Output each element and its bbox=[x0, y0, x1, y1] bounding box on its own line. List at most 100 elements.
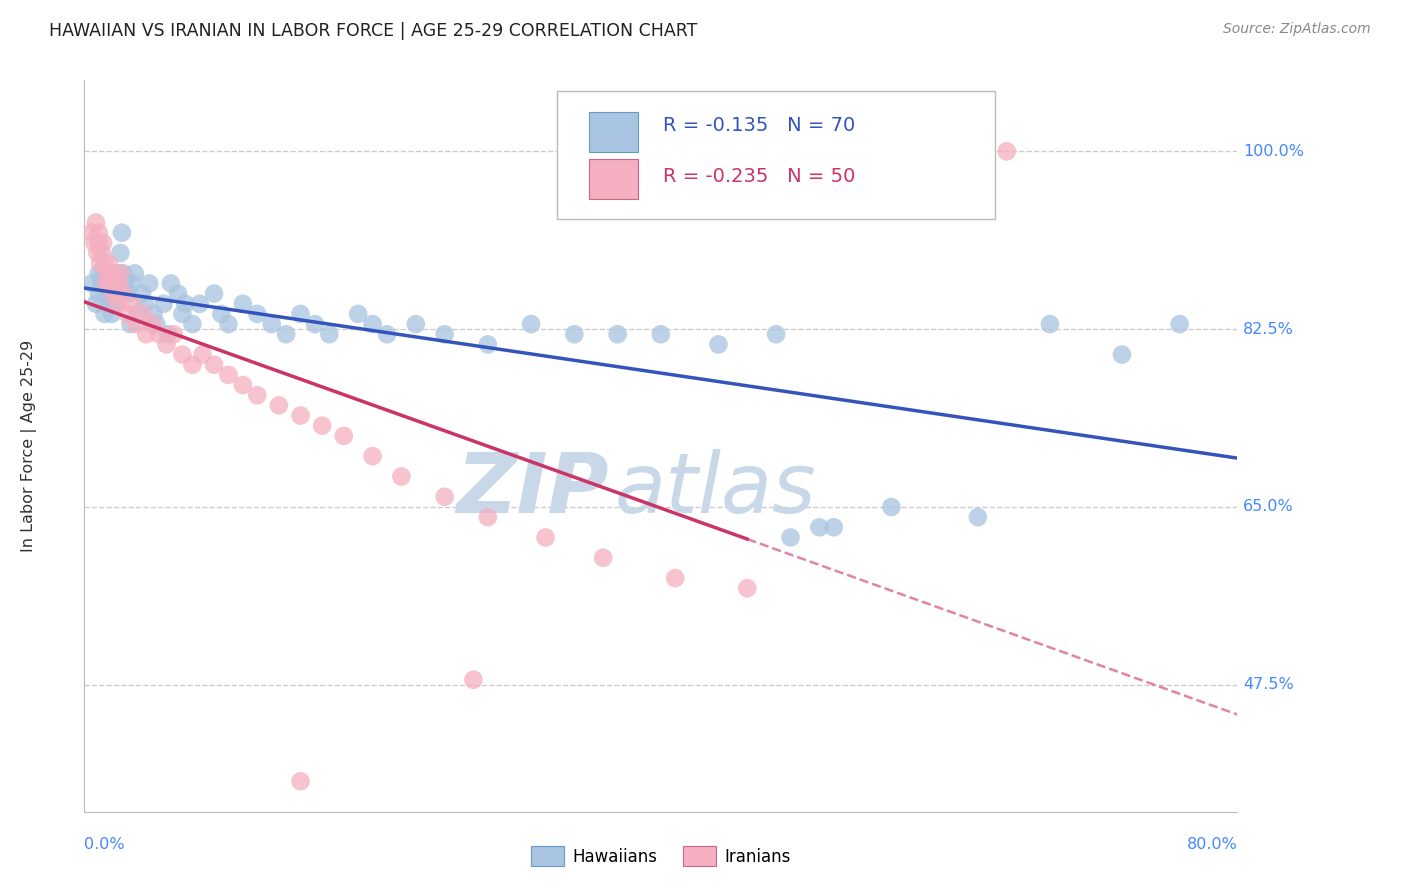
Text: ZIP: ZIP bbox=[457, 450, 609, 531]
Point bbox=[135, 327, 157, 342]
Point bbox=[134, 297, 156, 311]
Point bbox=[267, 398, 290, 412]
Point bbox=[107, 266, 129, 280]
Point bbox=[347, 307, 370, 321]
Point bbox=[181, 317, 204, 331]
Point bbox=[100, 307, 122, 321]
Legend: Hawaiians, Iranians: Hawaiians, Iranians bbox=[524, 839, 797, 873]
Point bbox=[246, 307, 269, 321]
Point bbox=[650, 327, 672, 342]
Bar bbox=[589, 159, 638, 199]
Point bbox=[260, 317, 283, 331]
Point bbox=[93, 256, 115, 270]
Bar bbox=[589, 112, 638, 152]
Point bbox=[105, 286, 128, 301]
Point bbox=[86, 246, 108, 260]
Point bbox=[87, 286, 110, 301]
Point bbox=[172, 348, 194, 362]
Point bbox=[765, 327, 787, 342]
Point bbox=[105, 277, 128, 291]
Point bbox=[209, 307, 232, 321]
Point bbox=[104, 277, 127, 291]
Text: R = -0.135   N = 70: R = -0.135 N = 70 bbox=[664, 116, 855, 135]
Point bbox=[592, 550, 614, 565]
Point bbox=[142, 307, 165, 321]
Text: HAWAIIAN VS IRANIAN IN LABOR FORCE | AGE 25-29 CORRELATION CHART: HAWAIIAN VS IRANIAN IN LABOR FORCE | AGE… bbox=[49, 22, 697, 40]
Point bbox=[93, 307, 115, 321]
Point bbox=[121, 297, 143, 311]
Point bbox=[117, 307, 139, 321]
Point bbox=[124, 266, 146, 280]
Point bbox=[290, 774, 312, 789]
FancyBboxPatch shape bbox=[557, 91, 995, 219]
Point bbox=[361, 317, 384, 331]
Point bbox=[304, 317, 326, 331]
Point bbox=[152, 297, 174, 311]
Point bbox=[664, 571, 686, 585]
Point bbox=[90, 246, 112, 260]
Point bbox=[80, 226, 103, 240]
Point bbox=[562, 327, 586, 342]
Point bbox=[1168, 317, 1191, 331]
Point bbox=[202, 286, 225, 301]
Point bbox=[823, 520, 845, 534]
Text: 47.5%: 47.5% bbox=[1243, 677, 1294, 692]
Point bbox=[217, 317, 239, 331]
Text: 0.0%: 0.0% bbox=[84, 838, 125, 853]
Point bbox=[606, 327, 628, 342]
Point bbox=[707, 337, 730, 351]
Point bbox=[100, 266, 122, 280]
Text: 65.0%: 65.0% bbox=[1243, 500, 1294, 515]
Point bbox=[84, 215, 107, 229]
Point bbox=[89, 256, 111, 270]
Point bbox=[131, 307, 153, 321]
Point bbox=[97, 297, 120, 311]
Point bbox=[995, 145, 1018, 159]
Point bbox=[361, 449, 384, 463]
Point bbox=[246, 388, 269, 402]
Point bbox=[217, 368, 239, 382]
Point bbox=[107, 297, 129, 311]
Point bbox=[138, 277, 160, 291]
Point bbox=[108, 277, 131, 291]
Point bbox=[163, 327, 186, 342]
Point bbox=[188, 297, 211, 311]
Point bbox=[83, 235, 105, 250]
Point bbox=[91, 235, 114, 250]
Point bbox=[98, 286, 121, 301]
Point bbox=[90, 277, 112, 291]
Point bbox=[110, 266, 132, 280]
Point bbox=[105, 297, 128, 311]
Point bbox=[477, 510, 499, 524]
Point bbox=[967, 510, 990, 524]
Text: atlas: atlas bbox=[614, 450, 817, 531]
Point bbox=[160, 277, 183, 291]
Point bbox=[191, 348, 214, 362]
Point bbox=[80, 277, 103, 291]
Point bbox=[112, 266, 135, 280]
Point bbox=[477, 337, 499, 351]
Point bbox=[103, 297, 124, 311]
Point bbox=[155, 337, 177, 351]
Point bbox=[737, 581, 759, 595]
Text: In Labor Force | Age 25-29: In Labor Force | Age 25-29 bbox=[21, 340, 37, 552]
Point bbox=[145, 317, 167, 331]
Point bbox=[520, 317, 543, 331]
Point bbox=[391, 469, 413, 483]
Point bbox=[98, 277, 121, 291]
Text: Source: ZipAtlas.com: Source: ZipAtlas.com bbox=[1223, 22, 1371, 37]
Point bbox=[181, 358, 204, 372]
Point bbox=[114, 277, 136, 291]
Point bbox=[97, 256, 120, 270]
Point bbox=[98, 277, 121, 291]
Point bbox=[172, 307, 194, 321]
Point bbox=[148, 327, 170, 342]
Point bbox=[880, 500, 903, 514]
Point bbox=[87, 226, 110, 240]
Point bbox=[1111, 348, 1133, 362]
Point bbox=[125, 317, 148, 331]
Point bbox=[290, 409, 312, 423]
Point bbox=[111, 226, 134, 240]
Point bbox=[375, 327, 398, 342]
Point bbox=[232, 378, 254, 392]
